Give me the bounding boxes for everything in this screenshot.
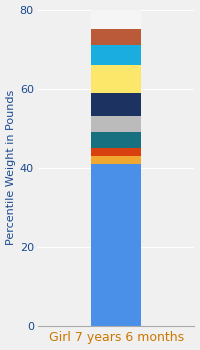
Bar [91,164,141,326]
Bar [91,156,141,164]
Bar [91,65,141,93]
Bar [91,45,141,65]
Bar [91,116,141,132]
Bar [91,93,141,116]
Bar [91,148,141,156]
Bar [91,9,141,29]
Bar [91,29,141,45]
Y-axis label: Percentile Weight in Pounds: Percentile Weight in Pounds [6,90,16,245]
Bar [91,132,141,148]
